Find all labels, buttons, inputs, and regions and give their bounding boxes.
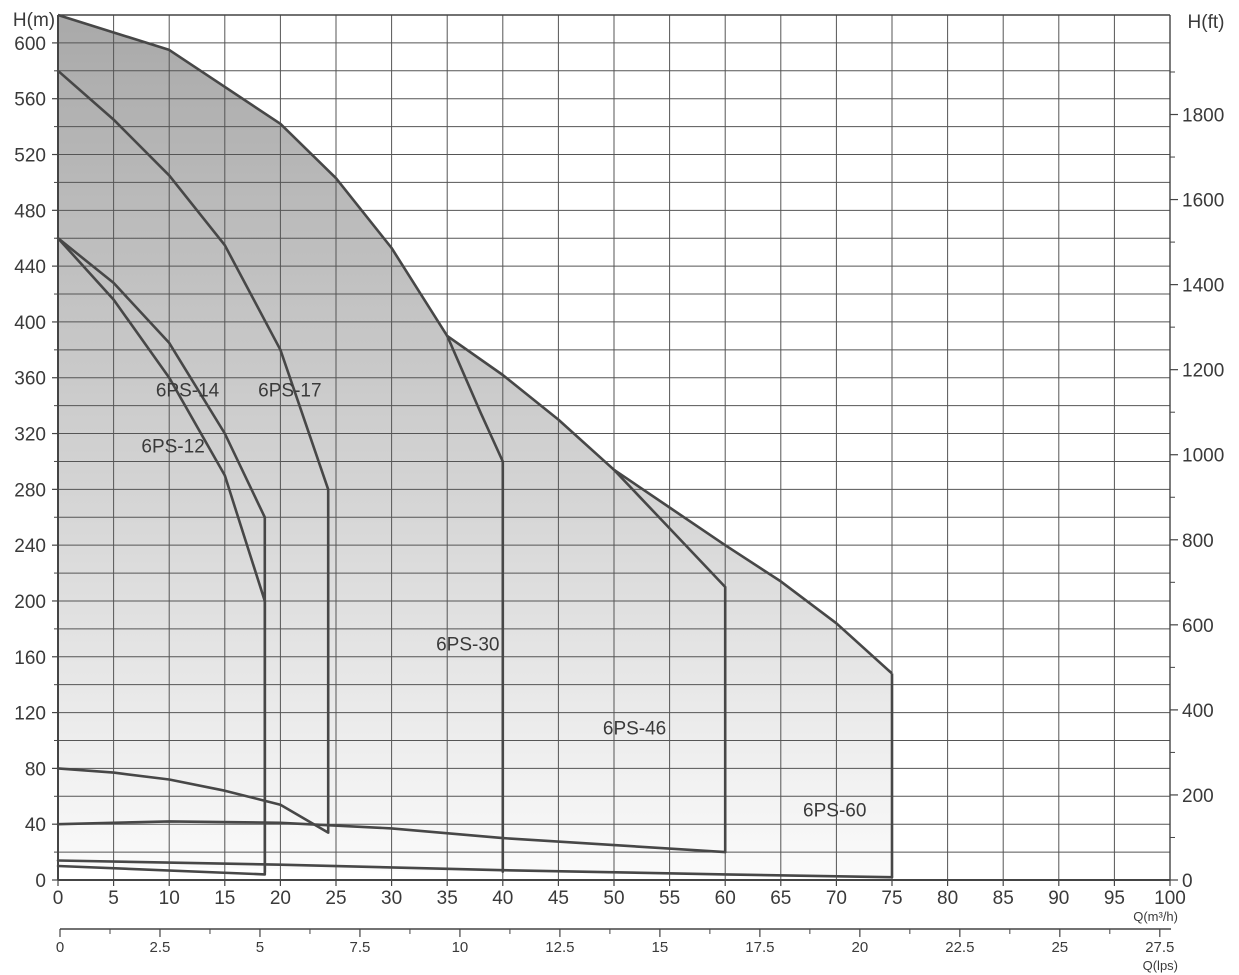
y-right-tick-label: 0 [1182,871,1193,892]
x-primary-tick-label: 15 [214,888,235,909]
curve-label-6ps-14: 6PS-14 [156,381,220,402]
x-primary-tick-label: 65 [770,888,791,909]
x-primary-tick-label: 45 [548,888,569,909]
envelope-area [58,15,892,878]
y-right-tick-label: 1600 [1182,191,1224,212]
x-secondary-tick-label: 7.5 [350,939,371,956]
y-left-tick-label: 120 [14,704,46,725]
curve-6ps-60 [56,859,894,879]
y-left-tick-label: 200 [14,592,46,613]
x-secondary-tick-label: 12.5 [545,939,574,956]
x-primary-tick-label: 5 [108,888,119,909]
x-primary-tick-label: 90 [1048,888,1069,909]
y-left-tick-label: 440 [14,257,46,278]
y-left-tick-label: 160 [14,648,46,669]
y-left-tick-label: 520 [14,146,46,167]
curve-6ps-14 [56,236,267,873]
y-right-tick-label: 1800 [1182,106,1224,127]
x-secondary-tick-label: 2.5 [150,939,171,956]
y-left-axis-title: H(m) [13,10,55,31]
x-primary-tick-label: 50 [603,888,624,909]
x-primary-tick-label: 85 [993,888,1014,909]
x-primary-tick-label: 80 [937,888,958,909]
y-left-tick-label: 280 [14,480,46,501]
curve-label-6ps-60: 6PS-60 [803,801,866,822]
x-primary-tick-label: 60 [715,888,736,909]
x-secondary-tick-label: 25 [1051,939,1068,956]
y-left-tick-label: 400 [14,313,46,334]
y-right-tick-label: 1400 [1182,276,1224,297]
y-left-tick-label: 600 [14,34,46,55]
curve-6ps-12 [56,236,267,876]
x-secondary-tick-label: 20 [852,939,869,956]
x-primary-tick-label: 40 [492,888,513,909]
x-primary-tick-label: 100 [1154,888,1186,909]
x-primary-tick-label: 75 [881,888,902,909]
y-right-axis-title: H(ft) [1188,12,1225,33]
x-primary-tick-label: 20 [270,888,291,909]
x-secondary-tick-label: 17.5 [745,939,774,956]
x-primary-tick-label: 25 [325,888,346,909]
y-left-tick-label: 320 [14,425,46,446]
x-primary-tick-label: 10 [159,888,180,909]
y-left-tick-label: 40 [25,815,46,836]
y-right-tick-label: 800 [1182,531,1214,552]
x-secondary-tick-label: 10 [452,939,469,956]
x-primary-tick-label: 70 [826,888,847,909]
x-secondary-tick-label: 15 [652,939,669,956]
y-right-tick-label: 600 [1182,616,1214,637]
x-secondary-axis-title: Q(lps) [1143,958,1178,973]
y-right-tick-label: 1200 [1182,361,1224,382]
x-primary-tick-label: 30 [381,888,402,909]
y-left-tick-label: 360 [14,369,46,390]
x-primary-axis-title: Q(m³/h) [1133,909,1178,924]
x-primary-tick-label: 0 [53,888,64,909]
curve-label-6ps-12: 6PS-12 [141,437,204,458]
x-secondary-tick-label: 0 [56,939,64,956]
x-secondary-tick-label: 27.5 [1145,939,1174,956]
y-right-tick-label: 1000 [1182,446,1224,467]
y-left-tick-label: 240 [14,536,46,557]
y-left-tick-label: 560 [14,90,46,111]
y-right-tick-label: 400 [1182,701,1214,722]
curve-6ps-30 [445,334,505,873]
x-primary-tick-label: 95 [1104,888,1125,909]
envelope-outline [57,13,893,675]
x-secondary-tick-label: 5 [256,939,264,956]
curve-label-6ps-46: 6PS-46 [603,718,666,739]
y-left-tick-label: 480 [14,201,46,222]
curve-label-6ps-17: 6PS-17 [258,381,321,402]
curve-6ps-17 [56,69,330,834]
y-right-tick-label: 200 [1182,786,1214,807]
curve-6ps-46 [56,468,727,854]
x-secondary-tick-label: 22.5 [945,939,974,956]
x-primary-tick-label: 55 [659,888,680,909]
y-left-tick-label: 0 [35,871,46,892]
curve-label-6ps-30: 6PS-30 [436,635,499,656]
y-left-tick-label: 80 [25,759,46,780]
x-primary-tick-label: 35 [437,888,458,909]
